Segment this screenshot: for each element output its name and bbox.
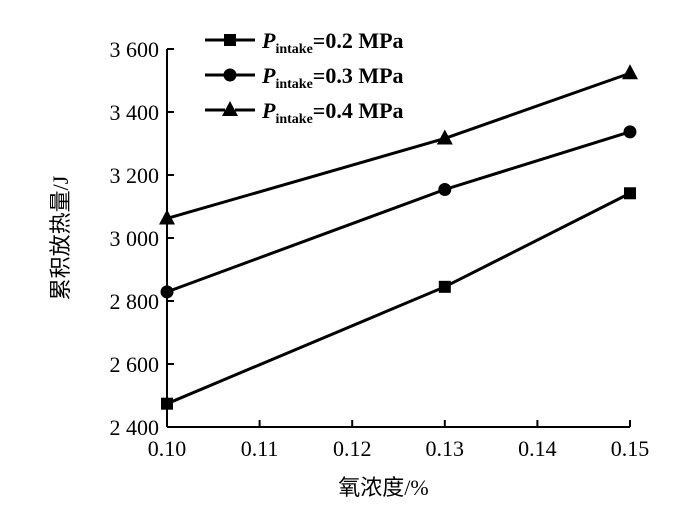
- x-tick-label: 0.11: [241, 436, 279, 461]
- y-axis-label: 累积放热量/J: [48, 175, 73, 300]
- legend-label: Pintake=0.4 MPa: [261, 98, 404, 127]
- y-tick-label: 3 600: [110, 37, 160, 62]
- y-tick-label: 3 400: [110, 100, 160, 125]
- data-point-triangle: [436, 129, 453, 145]
- x-tick-label: 0.13: [426, 436, 465, 461]
- x-tick-label: 0.14: [518, 436, 557, 461]
- legend-label: Pintake=0.2 MPa: [261, 28, 404, 57]
- x-tick-label: 0.10: [148, 436, 187, 461]
- y-tick-label: 2 800: [110, 289, 160, 314]
- data-point-triangle: [622, 64, 638, 80]
- data-point-circle: [160, 285, 174, 299]
- data-point-circle: [438, 182, 452, 196]
- legend-marker-square: [224, 34, 236, 46]
- y-tick-label: 3 000: [110, 226, 160, 251]
- y-tick-label: 3 200: [110, 163, 160, 188]
- x-tick-label: 0.12: [333, 436, 372, 461]
- series-line-square: [166, 191, 631, 406]
- data-point-square: [161, 397, 173, 410]
- series-line-circle: [166, 130, 631, 294]
- legend-label: Pintake=0.3 MPa: [261, 63, 404, 92]
- x-axis-label: 氧浓度/%: [338, 475, 428, 500]
- data-point-triangle: [159, 209, 175, 225]
- legend-marker-triangle: [222, 101, 238, 116]
- data-point-square: [438, 280, 451, 293]
- data-point-circle: [623, 125, 637, 139]
- legend-marker-circle: [223, 68, 237, 82]
- data-point-square: [624, 187, 636, 200]
- y-tick-label: 2 400: [110, 415, 160, 440]
- x-tick-label: 0.15: [611, 436, 650, 461]
- y-tick-label: 2 600: [110, 352, 160, 377]
- series-line-triangle: [166, 71, 631, 220]
